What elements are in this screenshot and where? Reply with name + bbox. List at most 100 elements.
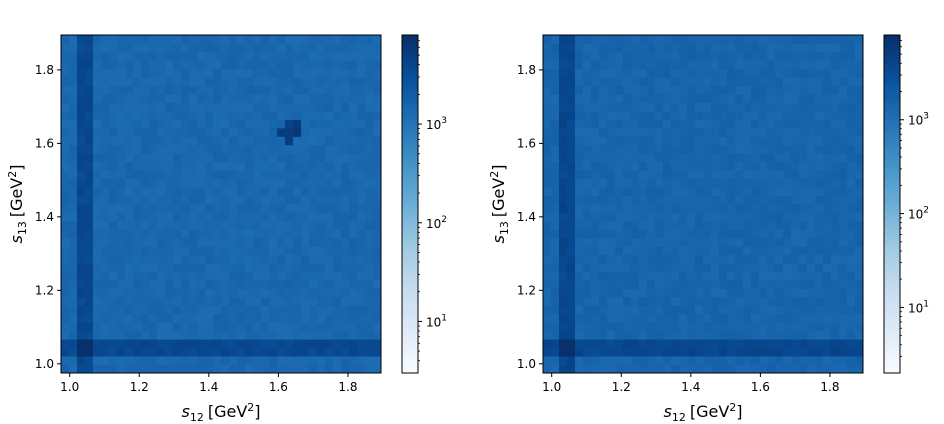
heatmap-cell [61,195,70,205]
heatmap-cell [157,60,166,70]
heatmap-cell [639,35,648,44]
heatmap-cell [357,204,366,213]
heatmap-cell [181,364,190,374]
heatmap-cell [333,364,342,374]
heatmap-cell [301,43,310,53]
heatmap-cell [703,187,712,196]
heatmap-cell [847,195,856,205]
heatmap-cell [157,305,166,315]
heatmap-cell [245,364,254,374]
heatmap-cell [141,161,150,171]
colorbar-segment [402,234,418,239]
heatmap-cell [141,237,150,247]
heatmap-cell [61,68,70,78]
heatmap-cell [69,68,78,78]
heatmap-cell [133,51,142,61]
heatmap-cell [631,254,640,264]
heatmap-cell [759,35,768,44]
heatmap-cell [639,271,648,281]
heatmap-cell [719,364,728,374]
heatmap-cell [839,339,848,349]
heatmap-cell [117,43,126,53]
heatmap-cell [759,237,768,247]
heatmap-cell [583,102,592,112]
heatmap-cell [373,254,382,264]
heatmap-cell [61,111,70,120]
heatmap-cell [783,347,792,357]
heatmap-cell [759,119,768,129]
heatmap-cell [655,136,664,146]
heatmap-cell [173,111,182,120]
heatmap-cell [285,111,294,120]
heatmap-cell [759,288,768,298]
heatmap-cell [847,187,856,196]
heatmap-cell [655,305,664,315]
heatmap-cell [269,339,278,349]
heatmap-cell [293,85,302,95]
heatmap-cell [277,94,286,103]
heatmap-cell [655,35,664,44]
heatmap-cell [615,364,624,374]
heatmap-cell [727,51,736,61]
heatmap-cell [783,339,792,349]
heatmap-cell [815,364,824,374]
heatmap-cell [823,288,832,298]
heatmap-cell [855,127,864,137]
heatmap-cell [671,212,680,222]
heatmap-cell [751,68,760,78]
heatmap-cell [285,356,294,365]
heatmap-cell [679,347,688,357]
heatmap-cell [815,102,824,112]
heatmap-cell [213,220,222,230]
heatmap-cell [735,170,744,180]
heatmap-cell [133,111,142,120]
heatmap-cell [357,254,366,264]
heatmap-cell [357,68,366,78]
heatmap-cell [839,187,848,196]
heatmap-cell [807,356,816,365]
heatmap-cell [551,356,560,365]
heatmap-cell [109,237,118,247]
heatmap-cell [727,339,736,349]
heatmap-cell [823,322,832,332]
heatmap-cell [679,212,688,222]
heatmap-cell [855,136,864,146]
heatmap-cell [575,51,584,61]
heatmap-cell [679,322,688,332]
heatmap-cell [253,288,262,298]
heatmap-cell [69,305,78,315]
heatmap-cell [687,330,696,340]
heatmap-cell [277,305,286,315]
heatmap-cell [615,212,624,222]
heatmap-cell [855,220,864,230]
heatmap-cell [189,356,198,365]
heatmap-cell [101,296,110,306]
heatmap-cell [165,347,174,357]
heatmap-cell [735,305,744,315]
heatmap-cell [357,305,366,315]
heatmap-cell [551,60,560,70]
heatmap-cell [695,144,704,154]
heatmap-cell [543,161,552,171]
heatmap-cell [333,85,342,95]
heatmap-cell [623,347,632,357]
heatmap-cell [551,204,560,213]
heatmap-cell [205,178,214,188]
colorbar-segment [402,77,418,81]
heatmap-cell [623,322,632,332]
heatmap-cell [599,339,608,349]
heatmap-cell [575,313,584,323]
heatmap-cell [695,136,704,146]
heatmap-cell [309,111,318,120]
heatmap-cell [663,271,672,281]
heatmap-cell [213,85,222,95]
heatmap-cell [719,229,728,239]
heatmap-cell [735,35,744,44]
colorbar-segment [402,299,418,304]
colorbar-segment [884,263,900,267]
heatmap-cell [543,77,552,87]
heatmap-cell [149,170,158,180]
heatmap-cell [775,178,784,188]
heatmap-cell [631,136,640,146]
heatmap-cell [157,85,166,95]
